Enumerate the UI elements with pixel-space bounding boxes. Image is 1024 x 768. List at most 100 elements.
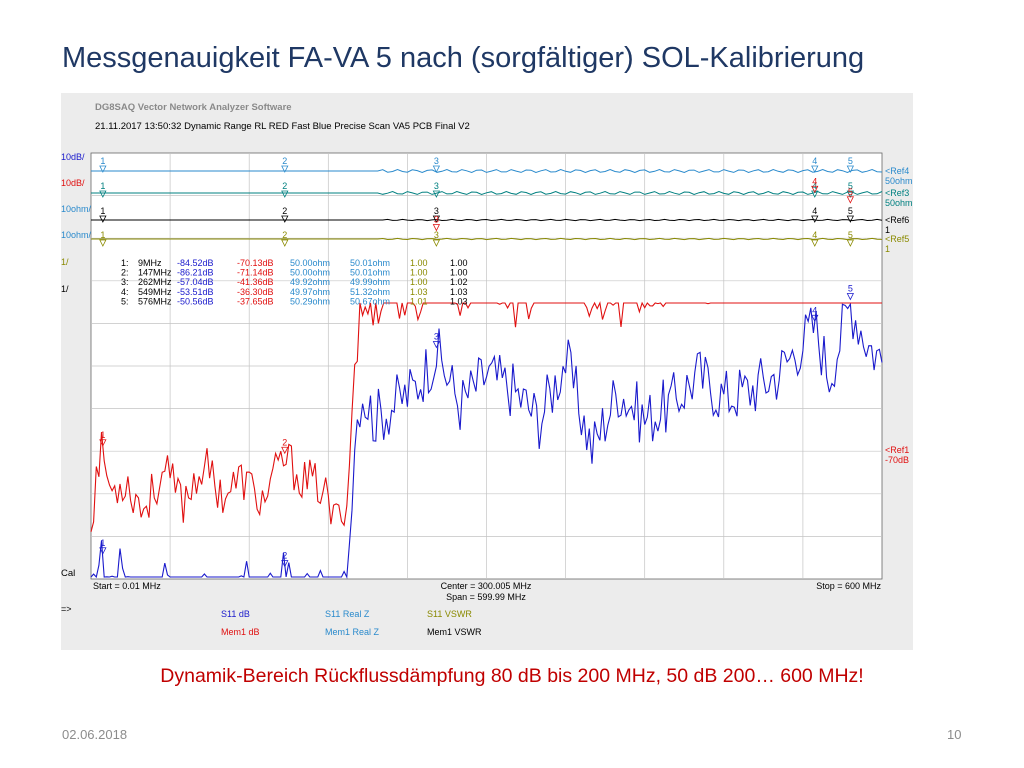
vna-screenshot: DG8SAQ Vector Network Analyzer Software … bbox=[61, 93, 913, 650]
reference-label: 1 bbox=[885, 244, 890, 254]
marker-triangle bbox=[846, 239, 855, 247]
marker-table-cell: -70.13dB bbox=[237, 258, 274, 268]
marker-table-cell: 49.92ohm bbox=[290, 277, 330, 287]
marker-table-cell: 50.00ohm bbox=[290, 268, 330, 278]
marker-label: 1 bbox=[100, 206, 105, 216]
marker-table-cell: 50.01ohm bbox=[350, 258, 390, 268]
marker-triangle bbox=[432, 215, 441, 223]
span-frequency: Span = 599.99 MHz bbox=[446, 592, 526, 602]
marker-triangle bbox=[432, 341, 441, 349]
marker-table-cell: 1.01 bbox=[410, 296, 428, 306]
marker-table-cell: 51.32ohm bbox=[350, 287, 390, 297]
marker-label: 3 bbox=[434, 230, 439, 240]
legend-s11-db[interactable]: S11 dB bbox=[221, 609, 250, 619]
marker-label: 1 bbox=[100, 538, 105, 548]
marker-triangle bbox=[281, 446, 289, 455]
marker-triangle bbox=[811, 314, 819, 323]
marker-triangle bbox=[99, 190, 107, 198]
marker-label: 5 bbox=[848, 206, 853, 216]
marker-triangle bbox=[811, 185, 819, 194]
marker-label: 2 bbox=[282, 181, 287, 191]
legend-s11-realz[interactable]: S11 Real Z bbox=[325, 609, 370, 619]
reference-labels: <Ref450ohm<Ref350ohm<Ref61<Ref51<Ref1-70… bbox=[885, 166, 913, 465]
marker-label: 5 bbox=[848, 156, 853, 166]
software-title: DG8SAQ Vector Network Analyzer Software bbox=[95, 102, 292, 113]
marker-table-cell: 49.97ohm bbox=[290, 287, 330, 297]
marker-table-cell: 1.03 bbox=[410, 287, 428, 297]
slide-title: Messgenauigkeit FA-VA 5 nach (sorgfältig… bbox=[62, 42, 865, 74]
legend-s11-vswr[interactable]: S11 VSWR bbox=[427, 609, 472, 619]
arrow-label: => bbox=[61, 604, 72, 614]
marker-label: 2 bbox=[282, 230, 287, 240]
reference-traces bbox=[91, 168, 883, 241]
marker-table-cell: 1.00 bbox=[410, 277, 428, 287]
marker-label: 3 bbox=[434, 215, 439, 225]
marker-table-cell: 5: bbox=[121, 296, 129, 306]
marker-table-cell: 1.00 bbox=[410, 258, 428, 268]
marker-label: 2 bbox=[282, 206, 287, 216]
marker-label: 1 bbox=[100, 156, 105, 166]
marker-table-cell: 1.00 bbox=[450, 258, 468, 268]
marker-table-cell: -84.52dB bbox=[177, 258, 214, 268]
marker-triangle bbox=[432, 224, 441, 232]
marker-table-cell: 1: bbox=[121, 258, 129, 268]
marker-triangle bbox=[811, 239, 819, 247]
marker-table-cell: 1.03 bbox=[450, 296, 468, 306]
trace-s11-realz bbox=[91, 168, 883, 174]
marker-table-cell: 50.00ohm bbox=[290, 258, 330, 268]
marker-triangle bbox=[281, 165, 289, 173]
marker-table-cell: -86.21dB bbox=[177, 268, 214, 278]
trace-mem1-vswr bbox=[91, 218, 883, 222]
marker-triangle bbox=[99, 547, 107, 555]
marker-triangle bbox=[846, 190, 855, 198]
marker-triangle bbox=[846, 165, 855, 173]
s11-traces bbox=[90, 301, 883, 580]
marker-label: 5 bbox=[848, 284, 853, 294]
marker-triangle bbox=[846, 293, 855, 301]
marker-label: 1 bbox=[100, 230, 105, 240]
marker-triangle bbox=[846, 196, 855, 204]
slide-caption: Dynamik-Bereich Rückflussdämpfung 80 dB … bbox=[160, 665, 864, 687]
marker-table-cell: -53.51dB bbox=[177, 287, 214, 297]
legend-mem1-vswr[interactable]: Mem1 VSWR bbox=[427, 627, 482, 637]
marker-table-cell: 2: bbox=[121, 268, 129, 278]
marker-table-cell: 4: bbox=[121, 287, 129, 297]
scale-label: 1/ bbox=[61, 284, 69, 294]
marker-label: 1 bbox=[100, 181, 105, 191]
marker-triangle bbox=[281, 560, 289, 568]
slide-number: 10 bbox=[947, 727, 962, 742]
marker-table-cell: 262MHz bbox=[138, 277, 172, 287]
legend-mem1-realz[interactable]: Mem1 Real Z bbox=[325, 627, 380, 637]
trace-s11-db bbox=[90, 302, 883, 580]
marker-label: 5 bbox=[848, 181, 853, 191]
marker-table-cell: -50.56dB bbox=[177, 296, 214, 306]
scale-label: 10ohm/ bbox=[61, 230, 92, 240]
marker-triangle bbox=[432, 190, 441, 198]
marker-table-cell: 549MHz bbox=[138, 287, 172, 297]
scale-labels: 10dB/10dB/10ohm/10ohm/1/1/ bbox=[61, 152, 92, 294]
marker-table-cell: 1.00 bbox=[410, 268, 428, 278]
marker-table-cell: -36.30dB bbox=[237, 287, 274, 297]
marker-label: 4 bbox=[812, 156, 817, 166]
marker-triangle bbox=[432, 165, 441, 173]
marker-triangle bbox=[99, 165, 107, 173]
marker-table-cell: 1.02 bbox=[450, 277, 468, 287]
reference-label: <Ref4 bbox=[885, 166, 909, 176]
marker-label: 3 bbox=[434, 206, 439, 216]
marker-table-cell: 147MHz bbox=[138, 268, 172, 278]
marker-table-cell: 576MHz bbox=[138, 296, 172, 306]
marker-triangle bbox=[432, 239, 441, 247]
reference-label: <Ref1 bbox=[885, 445, 909, 455]
marker-label: 2 bbox=[282, 551, 287, 561]
reference-label: -70dB bbox=[885, 455, 909, 465]
center-frequency: Center = 300.005 MHz bbox=[441, 581, 532, 591]
marker-table-cell: 3: bbox=[121, 277, 129, 287]
marker-table-cell: -41.36dB bbox=[237, 277, 274, 287]
reference-label: <Ref6 bbox=[885, 215, 909, 225]
reference-label: <Ref3 bbox=[885, 188, 909, 198]
legend-mem1-db[interactable]: Mem1 dB bbox=[221, 627, 260, 637]
trace-s11-vswr bbox=[91, 237, 883, 241]
marker-triangle bbox=[99, 439, 107, 447]
marker-label: 3 bbox=[434, 181, 439, 191]
marker-table-cell: 50.29ohm bbox=[290, 296, 330, 306]
